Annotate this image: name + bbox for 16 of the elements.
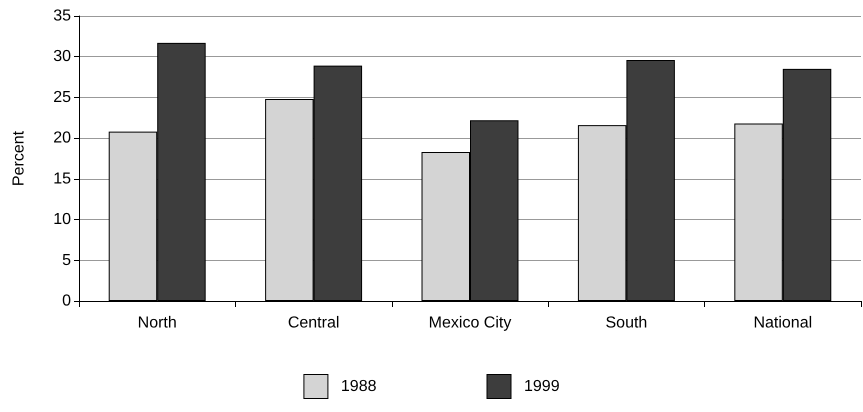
x-tick-label: National — [753, 314, 812, 332]
y-axis-title: Percent — [10, 130, 28, 186]
y-tick-label: 0 — [62, 292, 72, 310]
legend-label: 1988 — [340, 378, 377, 395]
x-tick-label: North — [138, 314, 177, 332]
y-tick-label: 35 — [53, 8, 72, 24]
y-tick-label: 10 — [53, 211, 72, 228]
y-tick-label: 5 — [62, 252, 72, 269]
x-tick-label: Central — [288, 314, 340, 332]
y-tick-label: 15 — [53, 170, 72, 188]
legend-label: 1999 — [524, 378, 560, 395]
x-tick-label: South — [605, 314, 648, 332]
y-tick-label: 25 — [53, 88, 72, 106]
x-tick-label: Mexico City — [428, 314, 512, 332]
y-tick-label: 20 — [53, 130, 72, 147]
y-tick-label: 30 — [53, 48, 72, 66]
